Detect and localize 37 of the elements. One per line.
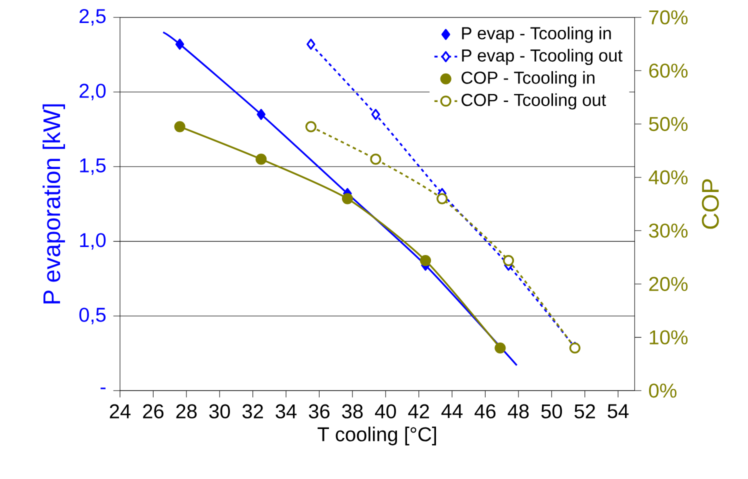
- x-tick-label: 46: [474, 404, 496, 419]
- x-tick-label: 38: [342, 404, 363, 419]
- y2-tick-label: 20%: [649, 277, 688, 292]
- x-tick-label: 48: [508, 404, 529, 419]
- y-tick-label: 1,0: [80, 233, 106, 250]
- legend-label: P evap - Tcooling out: [462, 49, 622, 66]
- x-tick-label: 36: [308, 404, 330, 419]
- y2-tick-label: 0%: [649, 384, 676, 398]
- x-tick-label: 40: [374, 404, 396, 419]
- y-axis-title: P evaporation [kW]: [42, 104, 66, 304]
- y2-tick-label: 40%: [648, 170, 688, 185]
- y2-tick-label: 10%: [650, 330, 688, 345]
- y2-tick-label: 60%: [649, 64, 688, 78]
- x-tick-label: 50: [541, 404, 562, 419]
- x-tick-label: 52: [574, 404, 595, 419]
- x-tick-label: 32: [242, 404, 263, 419]
- x-tick-label: 28: [176, 404, 197, 419]
- legend-label: COP - Tcooling out: [462, 94, 606, 110]
- y-tick-label: 2,0: [80, 84, 106, 100]
- y-tick-label: 2,5: [80, 9, 106, 26]
- x-tick-label: 44: [441, 404, 463, 418]
- x-tick-label: 54: [608, 404, 629, 418]
- y2-tick-label: 50%: [649, 117, 688, 132]
- legend-label: P evap - Tcooling in: [462, 26, 611, 43]
- x-tick-label: 42: [408, 404, 429, 418]
- legend-label: COP - Tcooling in: [462, 71, 594, 88]
- x-tick-label: 24: [110, 404, 131, 418]
- y2-axis-title: COP: [702, 179, 719, 229]
- y2-tick-label: 70%: [649, 10, 688, 25]
- x-tick-label: 34: [276, 404, 297, 419]
- y2-tick-label: 30%: [649, 224, 688, 238]
- y-tick-label: -: [100, 388, 106, 390]
- y-tick-label: 0,5: [79, 308, 106, 324]
- x-tick-label: 30: [209, 404, 230, 419]
- y-tick-label: 1,5: [80, 158, 106, 175]
- x-axis-title: T cooling [°C]: [318, 426, 436, 446]
- x-tick-label: 26: [143, 404, 164, 419]
